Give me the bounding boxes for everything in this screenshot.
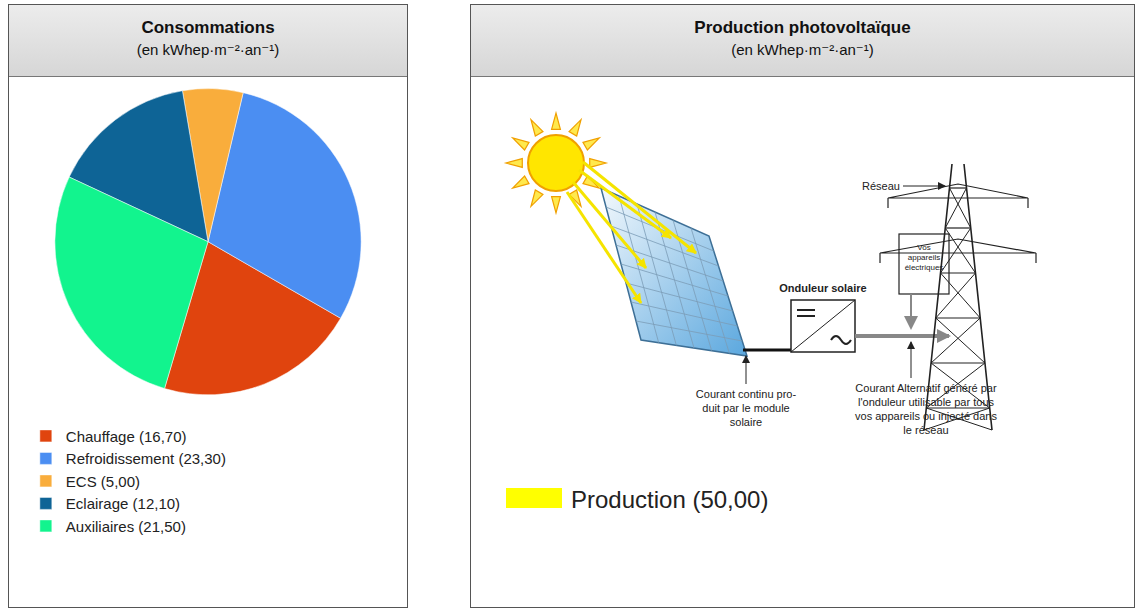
svg-text:Production (50,00): Production (50,00) xyxy=(571,486,768,513)
html-text:Consommations: Consommations xyxy=(141,18,275,37)
svg-text:Courant Alternatif généré parl: Courant Alternatif généré parl'onduleur … xyxy=(855,382,997,436)
html-text:Production photovoltaïque: Production photovoltaïque xyxy=(694,18,911,37)
svg-text:Refroidissement (23,30): Refroidissement (23,30) xyxy=(66,450,226,467)
svg-text:Eclairage (12,10): Eclairage (12,10) xyxy=(66,495,180,512)
html-text:(en kWhep·m⁻²·an⁻¹): (en kWhep·m⁻²·an⁻¹) xyxy=(731,41,874,58)
html-text:Vos: Vos xyxy=(917,243,931,252)
html-text:appareils: appareils xyxy=(907,253,941,262)
svg-text:Courant continu pro-duit par l: Courant continu pro-duit par le moduleso… xyxy=(696,388,797,428)
svg-text:Onduleur solaire: Onduleur solaire xyxy=(779,282,866,294)
svg-text:ECS (5,00): ECS (5,00) xyxy=(66,473,140,490)
html-text:électriques: électriques xyxy=(904,263,944,272)
html-text:(en kWhep·m⁻²·an⁻¹): (en kWhep·m⁻²·an⁻¹) xyxy=(136,41,280,58)
svg-text:Réseau: Réseau xyxy=(862,180,900,192)
svg-text:Chauffage (16,70): Chauffage (16,70) xyxy=(66,428,187,445)
svg-text:Auxiliaires (21,50): Auxiliaires (21,50) xyxy=(66,518,186,535)
